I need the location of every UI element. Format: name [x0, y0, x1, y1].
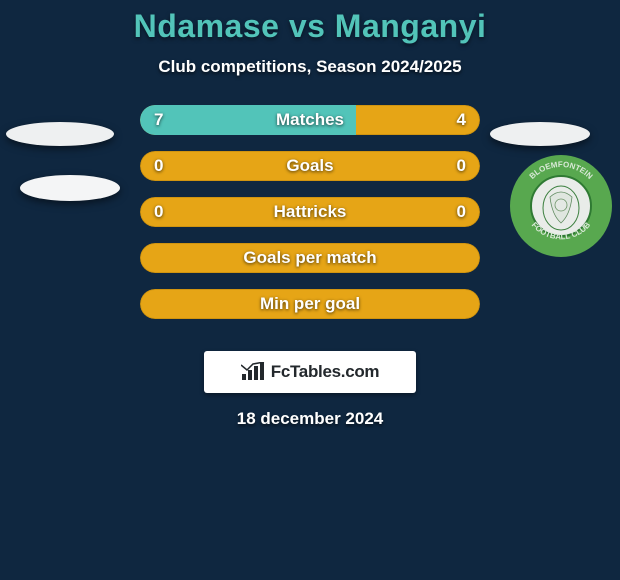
bar-label: Goals per match [243, 243, 376, 273]
badge-crest-icon [530, 175, 592, 237]
stat-row-goals-per-match: Goals per match [140, 243, 480, 273]
stat-row-hattricks: Hattricks 0 0 [140, 197, 480, 227]
bar-label: Matches [276, 105, 344, 135]
stat-row-goals: Goals 0 0 [140, 151, 480, 181]
bar-right-value: 4 [457, 105, 466, 135]
bar-left-value: 7 [154, 105, 163, 135]
stats-bars: Matches 7 4 Goals 0 0 Hattricks 0 0 Goals per mat… [140, 105, 480, 335]
subtitle: Club competitions, Season 2024/2025 [0, 57, 620, 77]
bar-left-value: 0 [154, 151, 163, 181]
stat-row-min-per-goal: Min per goal [140, 289, 480, 319]
left-player-ellipse-2 [20, 175, 120, 201]
stat-row-matches: Matches 7 4 [140, 105, 480, 135]
bar-right-value: 0 [457, 151, 466, 181]
right-player-ellipse [490, 122, 590, 146]
logo-text: FcTables.com [271, 362, 380, 382]
bar-left-value: 0 [154, 197, 163, 227]
right-club-badge: BLOEMFONTEIN FOOTBALL CLUB [510, 155, 612, 257]
fctables-logo: FcTables.com [204, 351, 416, 393]
left-player-ellipse-1 [6, 122, 114, 146]
bar-label: Hattricks [274, 197, 347, 227]
bar-chart-icon [241, 362, 265, 382]
stats-area: BLOEMFONTEIN FOOTBALL CLUB Matches 7 4 Goal… [0, 105, 620, 335]
bar-right-value: 0 [457, 197, 466, 227]
page-title: Ndamase vs Manganyi [0, 0, 620, 45]
bar-label: Goals [286, 151, 333, 181]
date-text: 18 december 2024 [0, 409, 620, 429]
bar-label: Min per goal [260, 289, 360, 319]
